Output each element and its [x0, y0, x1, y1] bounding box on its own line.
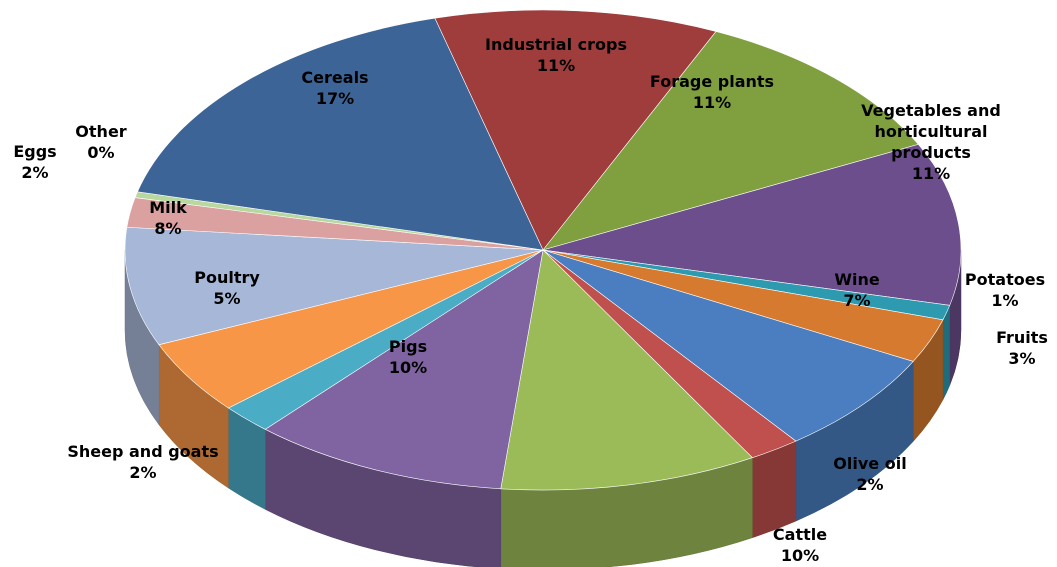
value-label: 17%: [315, 89, 355, 108]
slice-label: Poultry 5%: [194, 267, 260, 309]
value-label: 11%: [911, 164, 951, 183]
slice: [542, 249, 914, 442]
slice: [542, 31, 919, 251]
value-label: 11%: [536, 56, 576, 75]
slice-label: Fruits 3%: [996, 327, 1048, 369]
slice-label: Vegetables and horticultural products 11%: [856, 100, 1006, 184]
value-label: 2%: [856, 475, 884, 494]
category-label: Industrial crops: [485, 35, 627, 54]
slice-label: Olive oil 2%: [833, 453, 906, 495]
slice: [137, 17, 544, 251]
slice-label: Milk 8%: [149, 197, 187, 239]
slice-label: Pigs 10%: [389, 336, 427, 378]
category-label: Poultry: [194, 268, 260, 287]
slice: [264, 249, 544, 490]
top-faces: [124, 9, 962, 491]
value-label: 7%: [843, 291, 871, 310]
slice-label: Cattle 10%: [773, 524, 827, 566]
category-label: Fruits: [996, 328, 1048, 347]
slice-side: [942, 305, 950, 400]
category-label: Other: [75, 122, 127, 141]
value-label: 1%: [991, 291, 1019, 310]
category-label: Vegetables and horticultural products: [861, 101, 1001, 162]
slice-label: Other 0%: [75, 121, 126, 163]
category-label: Milk: [149, 198, 187, 217]
value-label: 0%: [87, 143, 115, 162]
value-label: 2%: [21, 163, 49, 182]
value-label: 10%: [780, 546, 820, 565]
slice-label: Eggs 2%: [13, 141, 56, 183]
slice: [542, 144, 962, 306]
slice-label: Cereals 17%: [301, 67, 368, 109]
value-label: 5%: [213, 289, 241, 308]
slice-label: Potatoes 1%: [965, 269, 1045, 311]
category-label: Potatoes: [964, 270, 1046, 289]
category-label: Cattle: [772, 525, 828, 544]
category-label: Pigs: [388, 337, 428, 356]
value-label: 3%: [1008, 349, 1036, 368]
value-label: 8%: [154, 219, 182, 238]
category-label: Olive oil: [833, 454, 907, 473]
slice-label: Sheep and goats 2%: [67, 441, 218, 483]
slice: [434, 9, 717, 251]
value-label: 2%: [129, 463, 157, 482]
category-label: Wine: [834, 270, 880, 289]
category-label: Sheep and goats: [67, 442, 219, 461]
category-label: Cereals: [301, 68, 369, 87]
slice: [124, 226, 544, 346]
slice-label: Wine 7%: [834, 269, 879, 311]
category-label: Forage plants: [649, 72, 775, 91]
slice-label: Industrial crops 11%: [485, 34, 627, 76]
category-label: Eggs: [13, 142, 57, 161]
side-walls: [124, 249, 962, 567]
value-label: 10%: [388, 358, 428, 377]
slice-label: Forage plants 11%: [650, 71, 774, 113]
value-label: 11%: [692, 93, 732, 112]
slice: [500, 249, 753, 491]
